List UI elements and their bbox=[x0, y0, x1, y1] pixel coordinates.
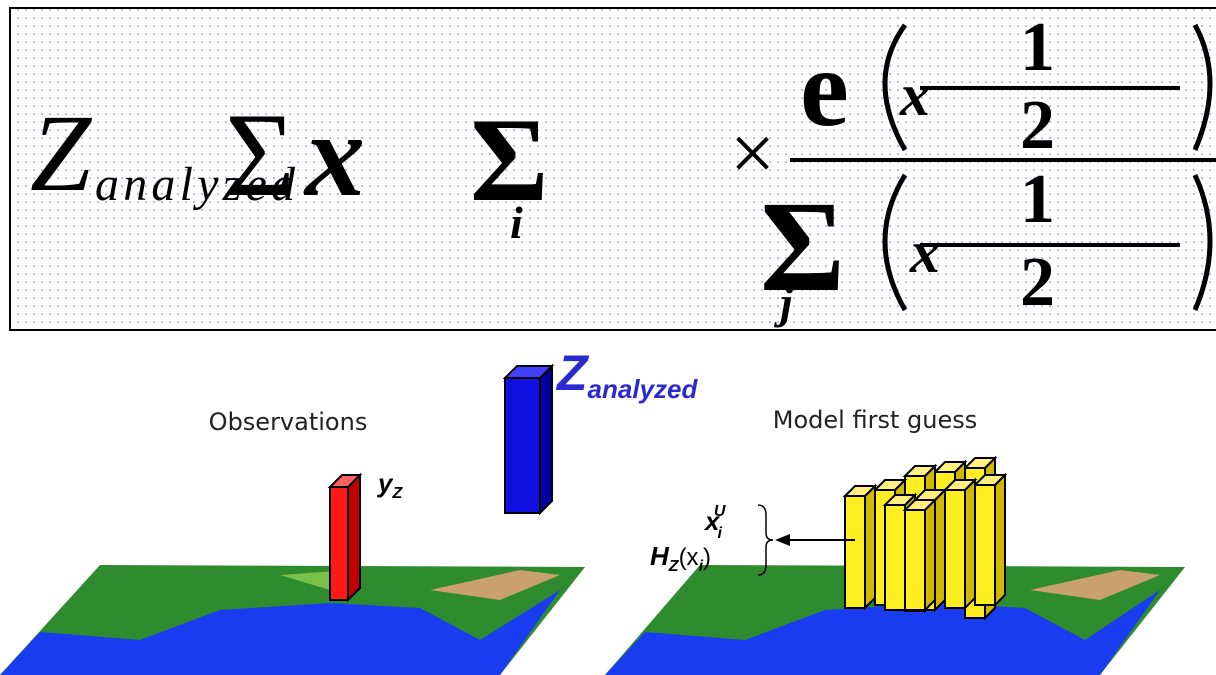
analysis-label: Zanalyzed bbox=[555, 345, 698, 404]
formula-variable: x bbox=[899, 62, 930, 128]
bar-label: yZ bbox=[376, 468, 403, 502]
label-subscript: analyzed bbox=[588, 374, 699, 404]
bar-side bbox=[935, 490, 945, 610]
formula-sum: Σ bbox=[760, 175, 845, 319]
bar-front bbox=[330, 487, 348, 600]
formula-variable: x bbox=[303, 88, 365, 221]
analysis-label-text: Zanalyzed bbox=[555, 345, 698, 404]
bar-front bbox=[945, 490, 965, 608]
formula-lhs: Z bbox=[30, 92, 93, 214]
label-subscript: Z bbox=[391, 485, 403, 502]
formula-box: Z analyzed Σ x Σ i × e 1 2 x Σ j 1 2 x bbox=[10, 8, 1216, 330]
formula-one: 1 bbox=[1020, 161, 1055, 238]
formula-one: 1 bbox=[1020, 9, 1055, 86]
label-close: ) bbox=[703, 544, 711, 571]
formula-variable: x bbox=[909, 219, 940, 285]
bar-label: HZ(xi) bbox=[650, 541, 711, 575]
bar-side bbox=[540, 366, 552, 513]
arrow-head bbox=[775, 534, 790, 546]
formula-two: 2 bbox=[1020, 244, 1055, 321]
bar-front bbox=[845, 496, 865, 608]
label-symbol: y bbox=[376, 468, 394, 498]
slide: Z analyzed Σ x Σ i × e 1 2 x Σ j 1 2 x bbox=[0, 0, 1216, 675]
bar-side bbox=[925, 500, 935, 610]
bar-front bbox=[905, 510, 925, 610]
bar-side bbox=[995, 475, 1005, 605]
label-symbol: H bbox=[650, 541, 670, 571]
panel-title: Model first guess bbox=[773, 406, 977, 434]
label-subscript: i bbox=[717, 525, 722, 542]
formula-exp: e bbox=[800, 27, 849, 149]
formula-sum-index: i bbox=[510, 197, 523, 248]
bar-front bbox=[975, 485, 995, 605]
bar-front bbox=[505, 378, 540, 513]
formula-sum: Σ bbox=[225, 88, 295, 221]
map-left bbox=[0, 565, 585, 675]
bar-side bbox=[865, 486, 875, 608]
bar-side bbox=[348, 475, 360, 600]
brace bbox=[758, 505, 773, 575]
bar-label: xiU bbox=[703, 503, 726, 542]
panel-title: Observations bbox=[209, 408, 368, 436]
bar-front bbox=[885, 505, 905, 610]
bar-side bbox=[965, 480, 975, 608]
label-superscript: U bbox=[714, 503, 726, 520]
label-argument: (x bbox=[679, 544, 699, 571]
formula-two: 2 bbox=[1020, 87, 1055, 164]
label-symbol: Z bbox=[555, 345, 590, 401]
